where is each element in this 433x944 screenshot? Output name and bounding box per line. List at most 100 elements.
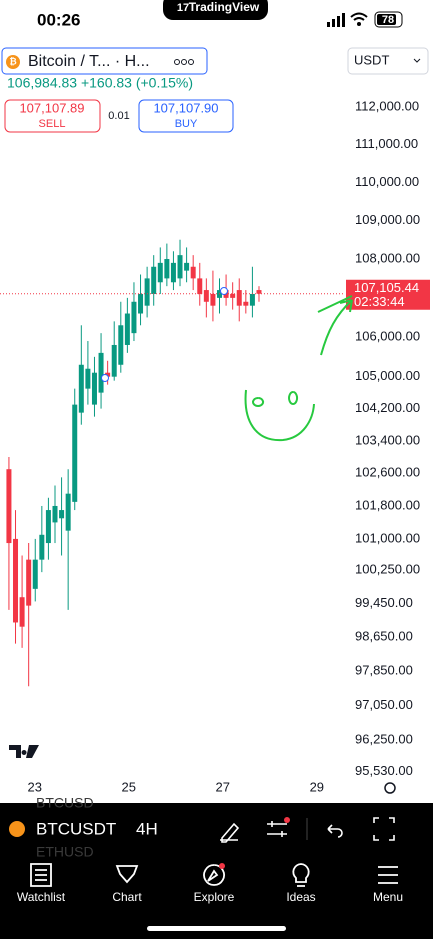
y-tick-label: 101,800.00 — [355, 497, 420, 512]
fullscreen-icon[interactable] — [373, 817, 395, 841]
candle-body — [98, 352, 104, 393]
currency-box[interactable] — [347, 47, 429, 75]
x-tick-label: 27 — [216, 779, 230, 794]
symbol-box[interactable] — [1, 47, 208, 75]
indicators-icon[interactable] — [267, 821, 287, 837]
candle-body — [72, 404, 78, 502]
tab-bar: Watchlist Chart Explore Ideas Menu — [17, 863, 403, 904]
candle-body — [210, 293, 216, 306]
home-indicator — [147, 926, 286, 931]
candle-body — [19, 597, 25, 627]
y-tick-label: 99,450.00 — [355, 595, 413, 610]
price-countdown: 02:33:44 — [354, 294, 405, 309]
candle-body — [59, 510, 65, 519]
candle-body — [256, 290, 262, 294]
tab-icon — [378, 866, 398, 884]
y-tick-label: 110,000.00 — [355, 174, 419, 189]
candle-body — [203, 290, 209, 302]
spread: 0.01 — [108, 110, 129, 122]
btc-icon-glyph: ₿ — [9, 56, 16, 66]
btc-icon — [9, 821, 25, 837]
chart-marker — [101, 374, 109, 382]
y-tick-label: 96,250.00 — [355, 732, 413, 747]
candle-body — [78, 364, 84, 413]
price-label: 107,105.44 — [354, 280, 419, 295]
tab-label[interactable]: Chart — [112, 890, 142, 904]
btc-icon — [6, 55, 20, 69]
battery-level: 78 — [382, 14, 394, 26]
tab-label[interactable]: Watchlist — [17, 890, 66, 904]
buy-button[interactable] — [138, 99, 234, 133]
tv-mini-logo: 17 — [177, 2, 189, 14]
undo-icon[interactable] — [327, 824, 343, 838]
candle-body — [65, 493, 71, 531]
candle-body — [131, 301, 137, 334]
buy-price: 107,107.90 — [153, 100, 218, 115]
y-tick-label: 106,000.00 — [355, 329, 420, 344]
toolbar-interval[interactable]: 4H — [136, 819, 158, 838]
tab-label[interactable]: Menu — [373, 890, 403, 904]
candle-body — [236, 290, 242, 306]
buy-label: BUY — [175, 118, 198, 130]
settings-icon[interactable] — [384, 782, 396, 794]
app-pill-label: TradingView — [189, 0, 260, 14]
candle-body — [184, 262, 190, 271]
wifi-dot — [357, 22, 361, 26]
notification-dot — [284, 817, 290, 823]
candle-body — [170, 262, 176, 283]
sell-label: SELL — [39, 118, 66, 130]
status-time: 00:26 — [37, 10, 80, 29]
wifi-icon — [350, 12, 368, 21]
battery-fill — [377, 14, 396, 25]
draw-icon[interactable] — [220, 822, 240, 843]
candle-body — [151, 266, 157, 294]
signal-icon — [327, 13, 345, 27]
candle-body — [124, 313, 130, 345]
symbol-name: Bitcoin / T... · H... — [28, 53, 150, 70]
y-tick-label: 102,600.00 — [355, 465, 420, 480]
candle-body — [164, 259, 170, 279]
y-tick-label: 95,530.00 — [355, 763, 413, 778]
candle-body — [157, 262, 163, 283]
y-tick-label: 98,650.00 — [355, 629, 413, 644]
tab-label[interactable]: Explore — [194, 890, 235, 904]
price-label-box — [346, 279, 430, 310]
y-tick-label: 97,050.00 — [355, 697, 413, 712]
y-tick-label: 108,000.00 — [355, 250, 420, 265]
chart: 112,000.00 111,000.00 110,000.00 109,000.00… — [0, 99, 430, 794]
candle-body — [6, 469, 12, 544]
bottom-panel — [0, 803, 433, 939]
candle-body — [243, 301, 249, 306]
candle-body — [230, 293, 236, 298]
candle-body — [85, 368, 91, 389]
more-icon[interactable] — [174, 59, 194, 65]
currency: USDT — [354, 52, 389, 67]
candle-body — [144, 278, 150, 306]
tab-label[interactable]: Ideas — [286, 890, 315, 904]
candle-body — [13, 538, 19, 623]
drawing-smiley — [244, 389, 315, 442]
candle-body — [45, 510, 51, 544]
candle-body — [91, 372, 97, 405]
tab-icon — [30, 863, 52, 887]
y-tick-label: 112,000.00 — [355, 99, 419, 114]
y-tick-label: 109,000.00 — [355, 212, 420, 227]
x-tick-label: 29 — [310, 779, 324, 794]
candle-body — [111, 344, 117, 377]
candle-body — [197, 278, 203, 294]
app-pill — [163, 0, 268, 20]
notification-dot — [219, 863, 225, 869]
ghost-symbol-below: ETHUSD — [36, 844, 94, 860]
candle-body — [52, 505, 58, 523]
x-tick-label: 25 — [122, 779, 136, 794]
candle-body — [39, 534, 45, 560]
candle-body — [26, 559, 32, 606]
candle-body — [190, 266, 196, 279]
candle-body — [32, 559, 38, 589]
toolbar-symbol[interactable]: BTCUSDT — [36, 819, 116, 838]
sell-button[interactable] — [4, 99, 101, 133]
chart-marker — [220, 287, 228, 295]
quote: 106,984.83 +160.83 (+0.15%) — [7, 75, 193, 91]
candle-body — [105, 372, 111, 377]
y-tick-label: 105,000.00 — [355, 368, 420, 383]
